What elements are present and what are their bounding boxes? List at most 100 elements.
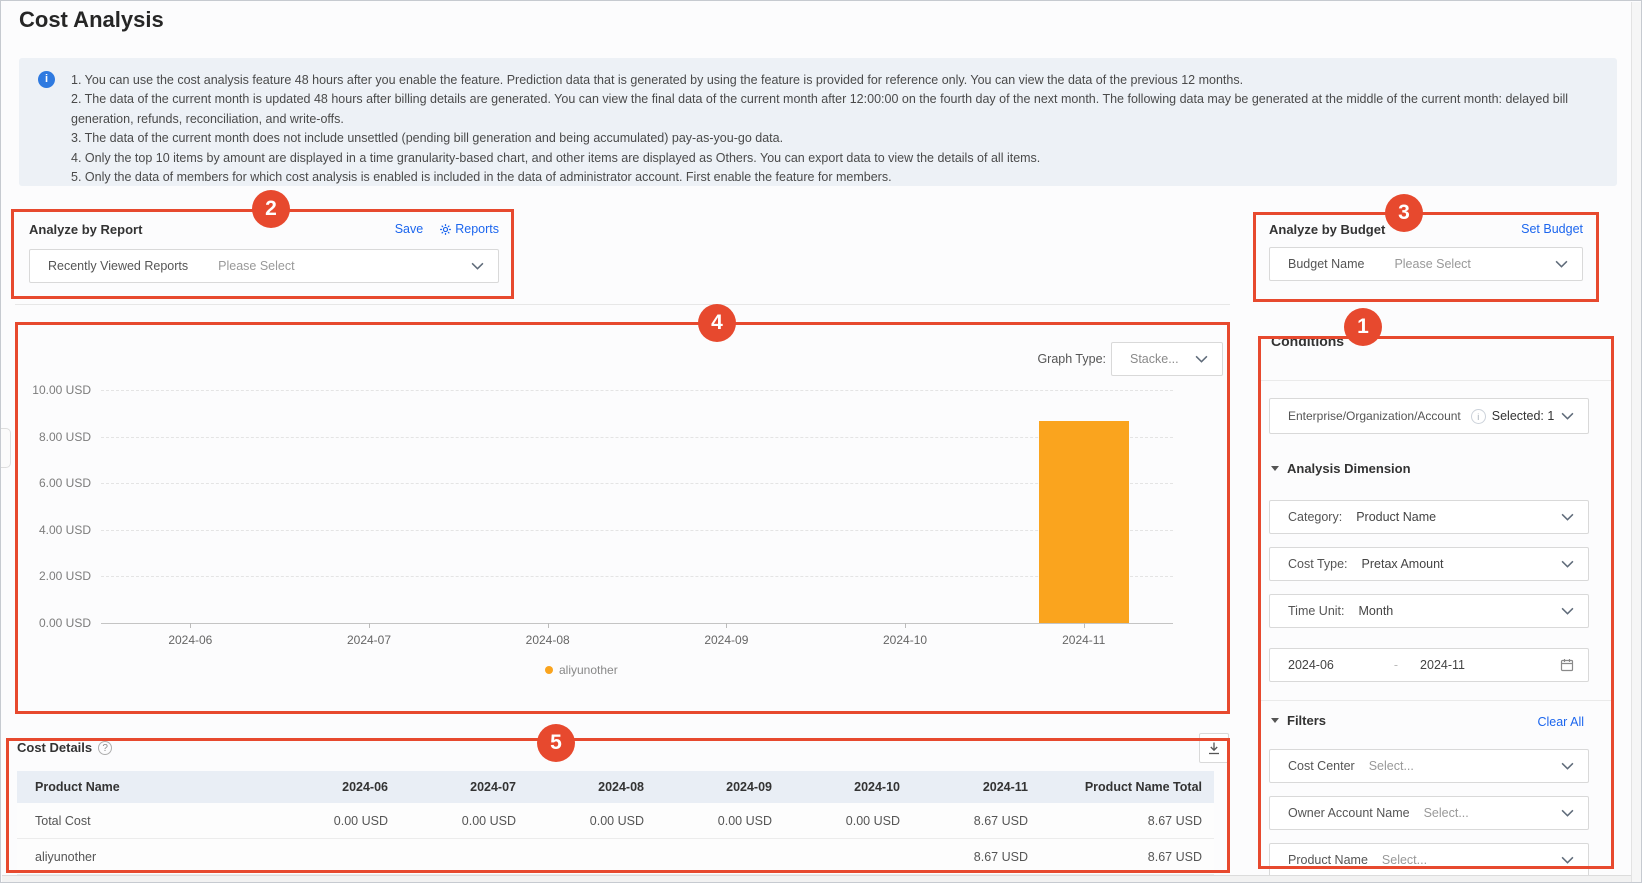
budget-select-placeholder: Please Select xyxy=(1394,257,1471,271)
chart-plot xyxy=(101,390,1173,624)
gridline xyxy=(101,483,1173,485)
x-axis-tick: 2024-11 xyxy=(994,623,1173,647)
table-cell: 0.00 USD xyxy=(333,813,388,828)
table-header-cell: 2024-07 xyxy=(470,780,516,794)
category-select[interactable]: Category: Product Name xyxy=(1269,500,1589,534)
budget-select-label: Budget Name xyxy=(1288,257,1365,271)
x-axis-tick: 2024-06 xyxy=(101,623,280,647)
time-unit-select[interactable]: Time Unit: Month xyxy=(1269,594,1589,628)
save-button[interactable]: Save xyxy=(394,222,424,236)
table-cell: 0.00 USD xyxy=(589,813,644,828)
clear-all-button[interactable]: Clear All xyxy=(1537,715,1584,729)
category-value: Product Name xyxy=(1356,510,1437,524)
cost-details-title: Cost Details xyxy=(17,740,93,755)
y-axis-tick: 6.00 USD xyxy=(38,476,91,491)
owner-account-label: Owner Account Name xyxy=(1288,806,1410,820)
notice-line: 3. The data of the current month does no… xyxy=(71,131,784,146)
cost-type-select[interactable]: Cost Type: Pretax Amount xyxy=(1269,547,1589,581)
y-axis-tick: 2.00 USD xyxy=(38,569,91,584)
analysis-dimension-section[interactable]: Analysis Dimension xyxy=(1271,461,1411,476)
filters-title: Filters xyxy=(1287,713,1327,728)
x-axis-tick: 2024-09 xyxy=(637,623,816,647)
notice-line: 5. Only the data of members for which co… xyxy=(71,170,892,185)
divider xyxy=(1259,700,1613,701)
table-cell: 8.67 USD xyxy=(973,813,1028,828)
graph-type-select[interactable]: Stacke... xyxy=(1111,342,1223,376)
set-budget-button[interactable]: Set Budget xyxy=(1521,222,1583,236)
table-cell: 0.00 USD xyxy=(717,813,772,828)
report-select-placeholder: Please Select xyxy=(218,259,295,273)
chevron-down-icon xyxy=(1561,809,1574,817)
annotation-circle-4: 4 xyxy=(698,304,736,342)
table-cell: 8.67 USD xyxy=(1147,849,1202,864)
vertical-scrollbar[interactable] xyxy=(1631,2,1641,882)
table-header-row: Product Name 2024-06 2024-07 2024-08 202… xyxy=(17,771,1214,803)
category-label: Category: xyxy=(1288,510,1343,524)
cost-center-placeholder: Select... xyxy=(1368,759,1414,773)
legend-dot xyxy=(545,666,553,674)
analyze-by-report-header: Analyze by Report Save Reports xyxy=(29,219,499,239)
gridline xyxy=(101,576,1173,578)
budget-select[interactable]: Budget Name Please Select xyxy=(1269,247,1583,281)
analyze-by-budget-title: Analyze by Budget xyxy=(1269,221,1386,237)
chevron-down-icon xyxy=(1561,513,1574,521)
date-range-end: 2024-11 xyxy=(1420,658,1465,672)
gridline xyxy=(101,529,1173,531)
cost-center-select[interactable]: Cost Center Select... xyxy=(1269,749,1589,783)
divider xyxy=(1259,380,1613,381)
analysis-dimension-title: Analysis Dimension xyxy=(1287,461,1411,476)
table-cell: 0.00 USD xyxy=(845,813,900,828)
gear-icon xyxy=(440,223,452,235)
table-header-cell: 2024-08 xyxy=(598,780,644,794)
cost-center-label: Cost Center xyxy=(1288,759,1355,773)
download-icon xyxy=(1209,742,1219,755)
chevron-down-icon xyxy=(1561,412,1574,420)
report-select-label: Recently Viewed Reports xyxy=(48,259,189,273)
bar-2024-11 xyxy=(1038,421,1129,623)
owner-account-placeholder: Select... xyxy=(1423,806,1469,820)
annotation-circle-2: 2 xyxy=(252,190,290,228)
table-cell: aliyunother xyxy=(35,849,97,864)
x-axis: 2024-06 2024-07 2024-08 2024-09 2024-10 … xyxy=(101,623,1173,647)
table-header-cell: 2024-09 xyxy=(726,780,772,794)
notice-banner: i 1. You can use the cost analysis featu… xyxy=(19,58,1617,186)
x-axis-tick: 2024-10 xyxy=(816,623,995,647)
product-name-select[interactable]: Product Name Select... xyxy=(1269,843,1589,877)
time-unit-value: Month xyxy=(1358,604,1394,618)
filters-section[interactable]: Filters xyxy=(1271,713,1326,728)
panel-collapse-handle[interactable] xyxy=(1,428,11,468)
date-range-separator: - xyxy=(1393,658,1399,672)
analyze-by-report-title: Analyze by Report xyxy=(29,221,143,237)
y-axis-tick: 10.00 USD xyxy=(32,383,91,397)
notice-line: 2. The data of the current month is upda… xyxy=(71,92,1569,126)
help-icon[interactable]: ? xyxy=(98,740,113,755)
info-icon: i xyxy=(38,71,55,88)
legend-item[interactable]: aliyunother xyxy=(545,663,618,677)
owner-account-select[interactable]: Owner Account Name Select... xyxy=(1269,796,1589,830)
table-row: Total Cost 0.00 USD 0.00 USD 0.00 USD 0.… xyxy=(17,803,1214,839)
chevron-down-icon xyxy=(1195,355,1208,363)
annotation-circle-3: 3 xyxy=(1385,194,1423,232)
date-range-picker[interactable]: 2024-06 - 2024-11 xyxy=(1269,648,1589,682)
export-button[interactable] xyxy=(1199,733,1229,763)
notice-line: 4. Only the top 10 items by amount are d… xyxy=(71,150,1041,165)
annotation-circle-1: 1 xyxy=(1344,308,1382,346)
annotation-circle-5: 5 xyxy=(537,724,575,762)
conditions-title: Conditions xyxy=(1271,333,1345,349)
cost-details-table: Product Name 2024-06 2024-07 2024-08 202… xyxy=(17,771,1214,875)
y-axis-tick: 8.00 USD xyxy=(38,429,91,444)
table-header-cell: Product Name xyxy=(35,780,120,794)
chevron-down-icon xyxy=(471,262,484,270)
reports-button[interactable]: Reports xyxy=(439,222,499,236)
product-name-label: Product Name xyxy=(1288,853,1368,867)
cost-type-value: Pretax Amount xyxy=(1361,557,1444,571)
account-select[interactable]: Enterprise/Organization/Account i Select… xyxy=(1269,398,1589,434)
chevron-down-icon xyxy=(1561,560,1574,568)
horizontal-scrollbar[interactable] xyxy=(2,875,1631,882)
y-axis-tick: 0.00 USD xyxy=(38,616,91,630)
chart-card: Graph Type: Stacke... 10.00 USD 8.00 USD… xyxy=(15,304,1230,714)
account-select-label: Enterprise/Organization/Account xyxy=(1288,409,1461,423)
report-select[interactable]: Recently Viewed Reports Please Select xyxy=(29,249,499,283)
table-cell: 8.67 USD xyxy=(1147,813,1202,828)
